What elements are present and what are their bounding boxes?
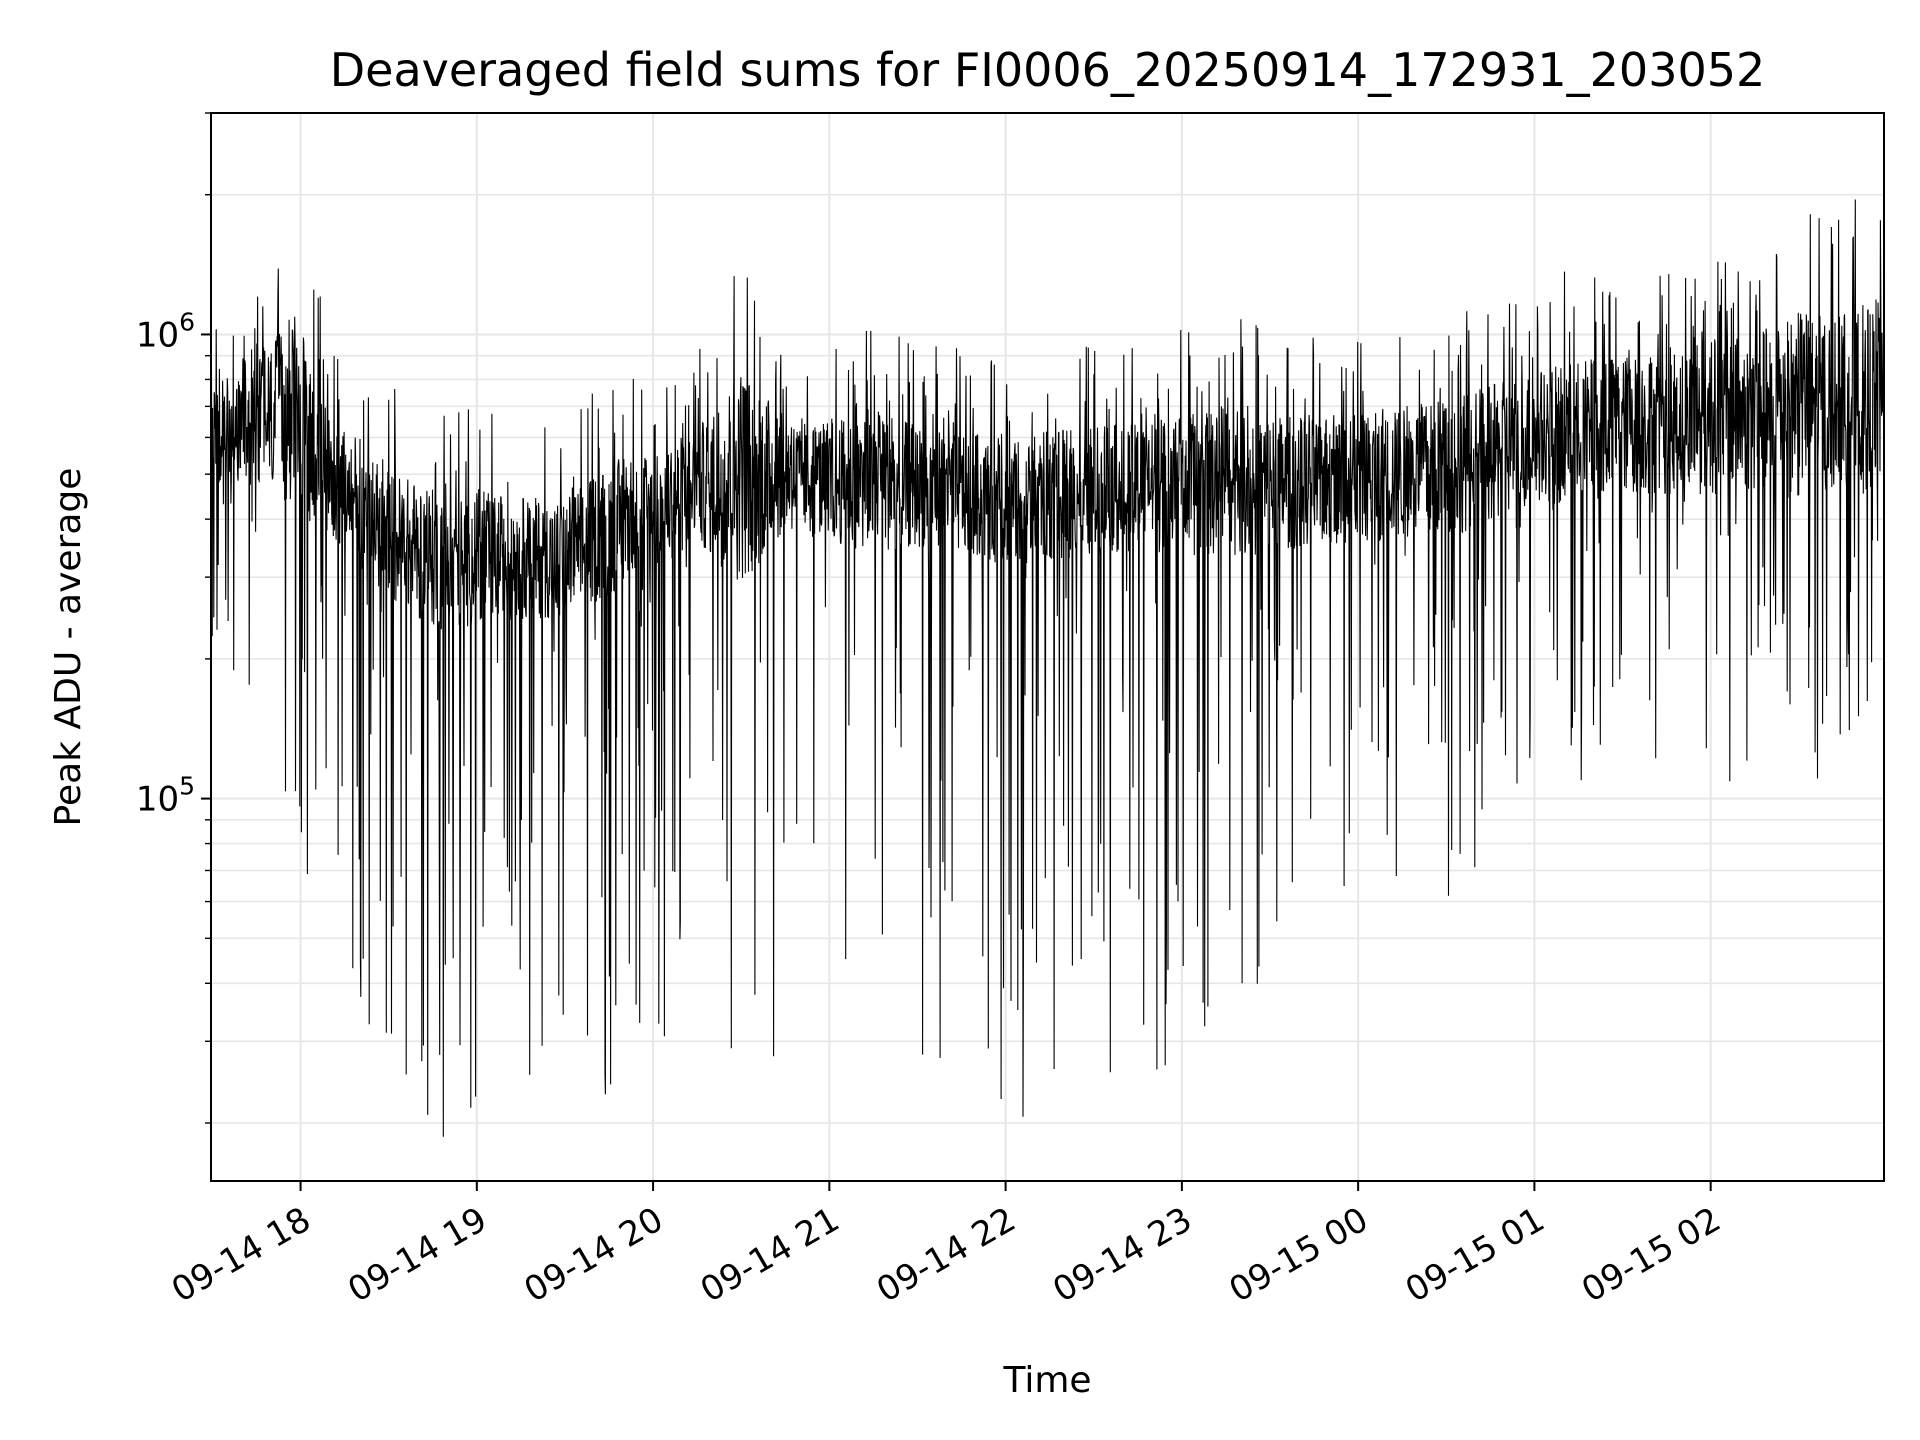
y-tick-label: 105 <box>136 772 195 820</box>
y-tick-label: 106 <box>136 307 195 355</box>
series-trace <box>210 199 1885 1137</box>
chart-title: Deaveraged field sums for FI0006_2025091… <box>330 43 1766 97</box>
y-axis-label: Peak ADU - average <box>48 468 89 827</box>
x-axis-label: Time <box>1002 1360 1091 1401</box>
plot-area-frame <box>210 112 1885 1182</box>
axis-ticks <box>201 112 1712 1191</box>
series-line <box>210 199 1885 1137</box>
